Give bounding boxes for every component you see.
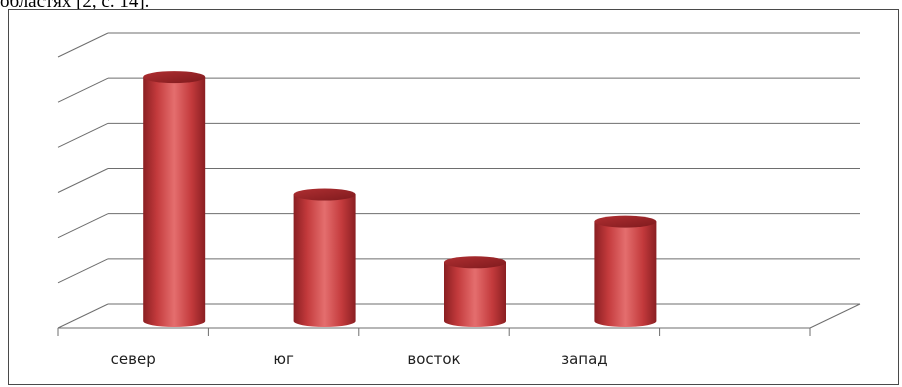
gridline-depth — [57, 258, 109, 284]
caption-fragment: областях [2, с. 14]. — [0, 0, 149, 10]
category-labels: север юг восток запад — [111, 350, 608, 368]
bar-body — [293, 194, 356, 327]
bar-body — [444, 262, 506, 327]
category-label: север — [111, 350, 156, 368]
bar-body — [594, 221, 657, 327]
gridline-depth — [57, 168, 109, 193]
category-label: запад — [561, 350, 608, 368]
category-label: восток — [407, 350, 460, 368]
bar-восток — [444, 256, 506, 327]
gridline-depth — [57, 77, 109, 103]
gridline-depth — [57, 122, 109, 148]
bar-запад — [594, 215, 657, 327]
bar-top — [594, 215, 657, 228]
bar-юг — [293, 188, 356, 327]
gridline-depth — [57, 213, 109, 239]
floor-right-edge — [809, 303, 861, 329]
bars — [143, 71, 657, 327]
bar-top — [293, 188, 356, 201]
bar-север — [143, 71, 206, 327]
bar-top — [444, 256, 506, 269]
gridline-depth — [57, 303, 109, 329]
bar-top — [143, 71, 206, 84]
bar-body — [143, 77, 206, 327]
gridline-depth — [57, 32, 109, 58]
category-label: юг — [273, 350, 294, 368]
